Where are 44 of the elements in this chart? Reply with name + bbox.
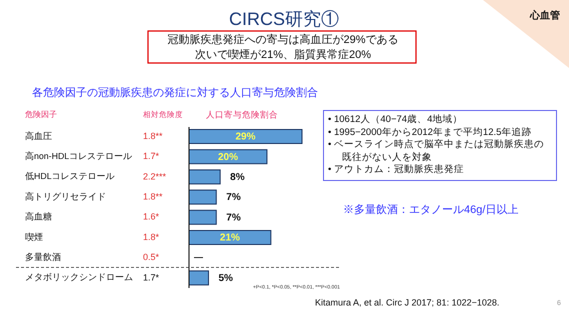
- data-label: 7%: [226, 212, 241, 224]
- bar: [188, 129, 302, 144]
- text: 1.8**: [143, 191, 164, 202]
- y-tick-label: 高トリグリセライド: [25, 191, 106, 202]
- text: • ベースライン時点で脳卒中または冠動脈疾患の既往がない人を対象: [328, 139, 545, 164]
- bar: [188, 210, 217, 225]
- data-label: 8%: [230, 172, 245, 184]
- bar: [188, 190, 217, 205]
- data-label: 29%: [235, 132, 256, 143]
- text: —: [194, 252, 203, 262]
- text: Kitamura A, et al. Circ J 2017; 81: 1022−1028.: [315, 297, 500, 308]
- y-tick-label: 多量飲酒: [25, 252, 61, 262]
- text: 2.2***: [143, 171, 167, 182]
- text: 次いで喫煙が21%、脂質異常症20%: [194, 48, 372, 61]
- bar: [188, 169, 221, 184]
- y-tick-label: 高血圧: [25, 130, 52, 141]
- text: 各危険因子の冠動脈疾患の発症に対する人口寄与危険割合: [32, 86, 318, 99]
- data-label: 7%: [226, 192, 241, 204]
- text: 1.7*: [143, 151, 160, 162]
- chart-title: CIRCS研究①: [228, 8, 340, 29]
- text: • 10612人（40−74歳、4地域）: [328, 114, 464, 126]
- text: 1.7*: [143, 272, 160, 282]
- y-tick-label: 高血糖: [25, 212, 52, 222]
- x-axis-title: 人口寄与危険割合: [206, 109, 278, 120]
- text: 1.8**: [143, 130, 164, 141]
- data-label: 5%: [218, 273, 234, 284]
- bar: [188, 149, 268, 164]
- text: 心血管: [529, 10, 560, 22]
- y-tick-label: メタボリックシンドローム: [25, 272, 133, 282]
- data-label: 20%: [218, 152, 238, 163]
- text: ※多量飲酒：エタノール46g/日以上: [343, 202, 518, 216]
- text: • 1995−2000年から2012年まで平均12.5年追跡: [328, 126, 532, 139]
- data-label: 21%: [220, 232, 240, 244]
- y-axis-title: 危険因子: [25, 110, 57, 120]
- bar: [188, 230, 272, 245]
- bar: [188, 270, 209, 286]
- y-tick-label: 高non-HDLコレステロール: [25, 151, 132, 162]
- text: 1.6*: [143, 212, 160, 222]
- text: 1.8*: [143, 232, 160, 242]
- y-tick-label: 低HDLコレステロール: [25, 171, 115, 182]
- y-tick-label: 喫煙: [25, 232, 43, 242]
- text: 0.5*: [143, 252, 160, 262]
- text: • アウトカム：冠動脈疾患発症: [328, 164, 465, 176]
- chart-subtitle: 冠動脈疾患発症への寄与は高血圧が29%である: [167, 32, 399, 46]
